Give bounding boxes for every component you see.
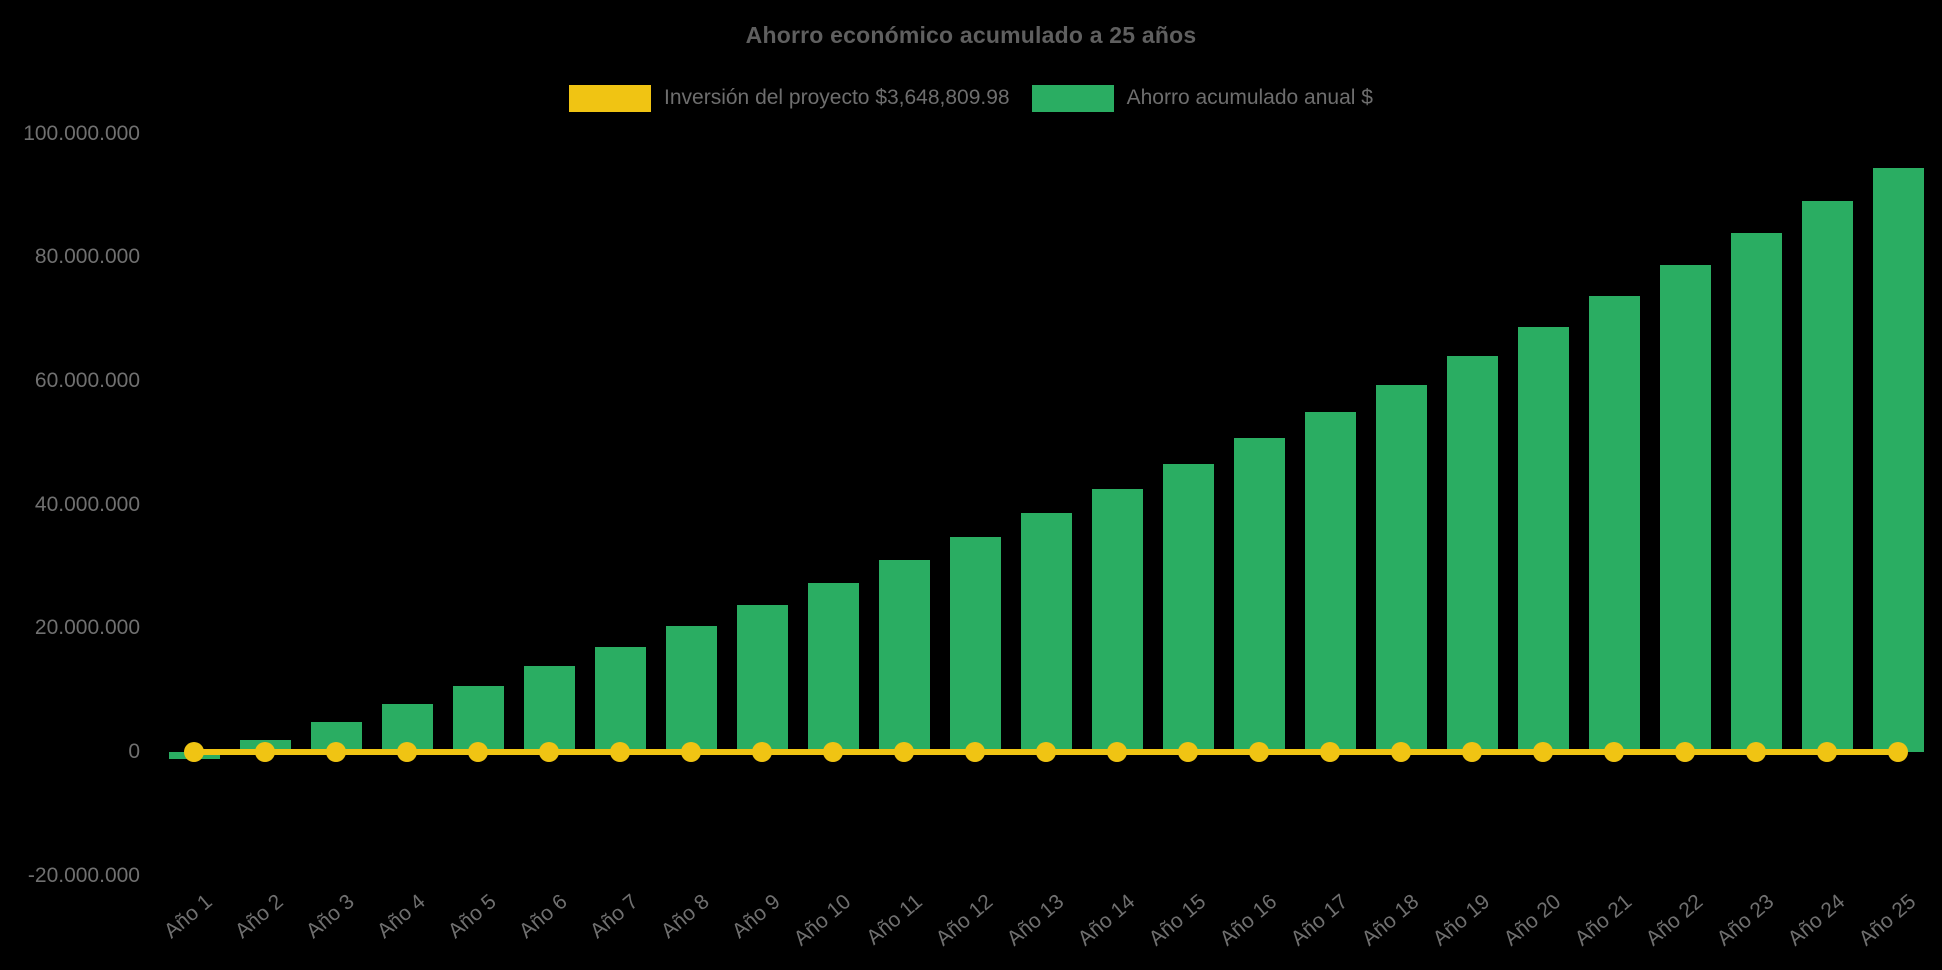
investment-line-marker [1249,742,1269,762]
investment-line-marker [1036,742,1056,762]
x-tick-label: Año 13 [1003,890,1069,951]
x-tick-label: Año 6 [514,890,572,943]
x-tick-label: Año 14 [1074,890,1140,951]
x-tick-label: Año 9 [727,890,785,943]
bar [1304,411,1356,752]
x-tick-label: Año 7 [585,890,643,943]
investment-line-marker [1533,742,1553,762]
x-tick-label: Año 3 [301,890,359,943]
x-tick-label: Año 21 [1571,890,1637,951]
x-tick-label: Año 25 [1855,890,1921,951]
investment-line-marker [1107,742,1127,762]
chart-title: Ahorro económico acumulado a 25 años [745,22,1197,48]
x-tick-label: Año 2 [230,890,288,943]
x-tick-label: Año 19 [1429,890,1495,951]
y-tick-label: 40.000.000 [34,492,140,516]
x-tick-label: Año 4 [372,890,430,943]
y-tick-label: 20.000.000 [34,616,140,640]
investment-line-marker [326,742,346,762]
bar [665,625,717,752]
investment-line-marker [468,742,488,762]
bar [1091,489,1143,752]
investment-line-marker [1320,742,1340,762]
investment-line-marker [1675,742,1695,762]
bar [1730,233,1782,752]
y-tick-label: 100.000.000 [23,121,140,145]
x-tick-label: Año 15 [1145,890,1211,951]
y-tick-label: 80.000.000 [34,245,140,269]
x-tick-label: Año 8 [656,890,714,943]
investment-line-marker [255,742,275,762]
bar [1375,384,1427,752]
investment-line-marker [539,742,559,762]
x-tick-label: Año 5 [443,890,501,943]
x-tick-label: Año 20 [1500,890,1566,951]
investment-line-marker [1462,742,1482,762]
investment-line-marker [681,742,701,762]
legend-item-savings[interactable]: Ahorro acumulado anual $ [1031,84,1373,112]
x-tick-label: Año 24 [1784,890,1850,951]
y-tick-label: 0 [128,740,140,763]
x-tick-label: Año 22 [1642,890,1708,951]
x-tick-label: Año 23 [1713,890,1779,951]
bar [1020,513,1072,752]
bar [1659,265,1711,752]
x-tick-label: Año 17 [1287,890,1353,951]
bar [1446,355,1498,752]
investment-line-marker [1888,742,1908,762]
y-tick-label: -20.000.000 [27,863,140,887]
bar [523,666,575,752]
bar [1588,296,1640,752]
chart-legend: Inversión del proyecto $3,648,809.98 Aho… [0,84,1942,112]
bar [949,536,1001,752]
investment-line-marker [1604,742,1624,762]
legend-label-investment: Inversión del proyecto $3,648,809.98 [664,86,1010,109]
investment-line-marker [965,742,985,762]
x-tick-label: Año 16 [1216,890,1282,951]
investment-line-marker [610,742,630,762]
bar [1517,326,1569,752]
bar [878,559,930,752]
bar [1162,463,1214,752]
x-tick-label: Año 18 [1358,890,1424,951]
bar [452,685,504,752]
bar [1233,438,1285,752]
legend-swatch-investment [569,84,652,112]
legend-label-savings: Ahorro acumulado anual $ [1126,86,1373,109]
investment-line-marker [1178,742,1198,762]
investment-line-marker [184,742,204,762]
investment-line-marker [823,742,843,762]
investment-line-marker [752,742,772,762]
investment-line-marker [1817,742,1837,762]
bar [594,646,646,752]
investment-line-marker [1391,742,1411,762]
bar [1872,167,1924,752]
bar [736,604,788,752]
x-tick-label: Año 11 [862,890,927,950]
x-tick-label: Año 1 [159,890,217,943]
investment-line-marker [1746,742,1766,762]
legend-item-investment[interactable]: Inversión del proyecto $3,648,809.98 [569,84,1010,112]
investment-line-marker [894,742,914,762]
bar [807,582,859,752]
x-tick-label: Año 12 [932,890,998,951]
y-tick-label: 60.000.000 [34,368,140,392]
investment-line-marker [397,742,417,762]
legend-swatch-savings [1031,84,1114,112]
x-tick-label: Año 10 [790,890,856,951]
bar [1801,201,1853,752]
